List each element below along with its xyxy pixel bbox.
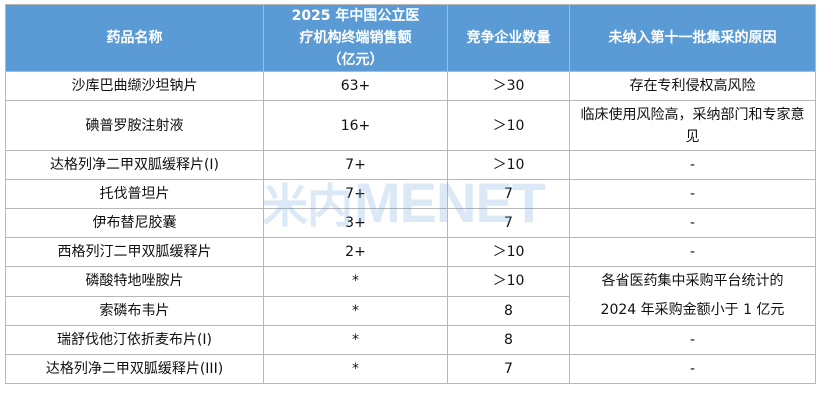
competitor-count: ＞30	[447, 71, 570, 101]
sales-value: *	[263, 354, 448, 384]
sales-value: 63+	[263, 71, 448, 101]
header-drug-name: 药品名称	[5, 4, 264, 72]
sales-value: 2+	[263, 237, 448, 267]
sales-value: *	[263, 325, 448, 355]
exclusion-reason: 各省医药集中采购平台统计的 2024 年采购金额小于 1 亿元	[569, 266, 816, 326]
competitor-count: 8	[447, 325, 570, 355]
table-row: 托伐普坦片 7+ 7 -	[5, 179, 816, 209]
drug-name: 达格列净二甲双胍缓释片(I)	[5, 150, 264, 180]
drug-name: 索磷布韦片	[5, 295, 264, 326]
table-row: 达格列净二甲双胍缓释片(III) * 7 -	[5, 354, 816, 384]
competitor-count: 7	[447, 179, 570, 209]
drug-name: 托伐普坦片	[5, 179, 264, 209]
table-row: 瑞舒伐他汀依折麦布片(I) * 8 -	[5, 325, 816, 355]
drug-name: 磷酸特地唑胺片	[5, 266, 264, 297]
drug-name: 沙库巴曲缬沙坦钠片	[5, 71, 264, 101]
sales-value: *	[263, 266, 448, 297]
competitor-count: 8	[447, 295, 570, 326]
sales-value: *	[263, 295, 448, 326]
exclusion-reason: -	[569, 150, 816, 180]
drug-name: 瑞舒伐他汀依折麦布片(I)	[5, 325, 264, 355]
table-row: 沙库巴曲缬沙坦钠片 63+ ＞30 存在专利侵权高风险	[5, 71, 816, 101]
table-row: 伊布替尼胶囊 3+ 7 -	[5, 208, 816, 238]
competitor-count: ＞10	[447, 266, 570, 297]
table-row: 索磷布韦片 * 8	[5, 295, 816, 326]
exclusion-reason: -	[569, 325, 816, 355]
exclusion-reason: -	[569, 237, 816, 267]
drug-name: 达格列净二甲双胍缓释片(III)	[5, 354, 264, 384]
header-competitors: 竞争企业数量	[447, 4, 570, 72]
sales-value: 16+	[263, 100, 448, 151]
sales-value: 7+	[263, 179, 448, 209]
competitor-count: ＞10	[447, 237, 570, 267]
exclusion-reason: -	[569, 208, 816, 238]
header-reason: 未纳入第十一批集采的原因	[569, 4, 816, 72]
competitor-count: 7	[447, 354, 570, 384]
drug-name: 西格列汀二甲双胍缓释片	[5, 237, 264, 267]
exclusion-reason: -	[569, 354, 816, 384]
competitor-count: 7	[447, 208, 570, 238]
table-header-row: 药品名称 2025 年中国公立医疗机构终端销售额（亿元） 竞争企业数量 未纳入第…	[5, 4, 816, 72]
competitor-count: ＞10	[447, 150, 570, 180]
exclusion-reason: 临床使用风险高，采纳部门和专家意见	[569, 100, 816, 151]
header-sales: 2025 年中国公立医疗机构终端销售额（亿元）	[263, 4, 448, 72]
sales-value: 3+	[263, 208, 448, 238]
table-row: 西格列汀二甲双胍缓释片 2+ ＞10 -	[5, 237, 816, 267]
drug-name: 伊布替尼胶囊	[5, 208, 264, 238]
table-row: 达格列净二甲双胍缓释片(I) 7+ ＞10 -	[5, 150, 816, 180]
table-row: 碘普罗胺注射液 16+ ＞10 临床使用风险高，采纳部门和专家意见	[5, 100, 816, 151]
drug-table: 药品名称 2025 年中国公立医疗机构终端销售额（亿元） 竞争企业数量 未纳入第…	[5, 4, 816, 384]
exclusion-reason: 存在专利侵权高风险	[569, 71, 816, 101]
competitor-count: ＞10	[447, 100, 570, 151]
sales-value: 7+	[263, 150, 448, 180]
table-row: 磷酸特地唑胺片 * ＞10 各省医药集中采购平台统计的 2024 年采购金额小于…	[5, 266, 816, 326]
drug-name: 碘普罗胺注射液	[5, 100, 264, 151]
exclusion-reason: -	[569, 179, 816, 209]
